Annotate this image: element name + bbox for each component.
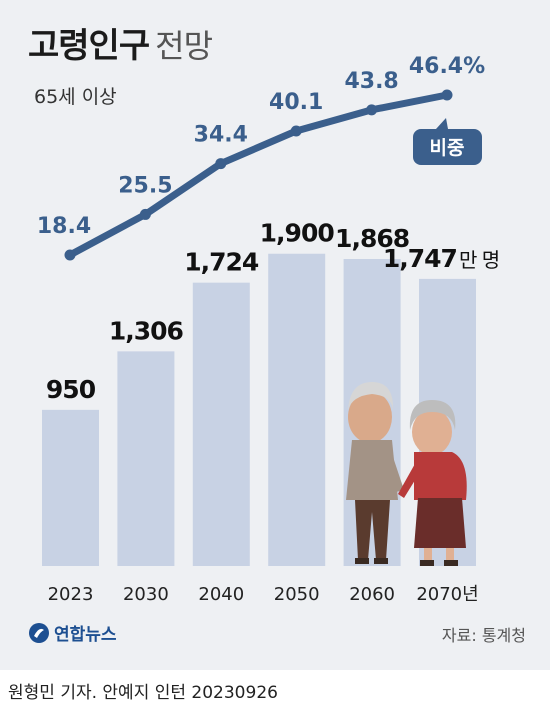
ratio-label-3: 40.1 [269,90,323,115]
credit-line: 원형민 기자. 안예지 인턴 20230926 [8,683,278,703]
x-tick-label-2: 2040 [198,584,244,605]
ratio-label-0: 18.4 [37,214,91,239]
logo-text: 연합뉴스 [54,625,117,645]
ratio-legend-badge: 비중 [413,118,482,165]
ratio-badge-pointer [436,118,448,129]
logo: 연합뉴스 [28,620,117,645]
ratio-label-2: 34.4 [194,123,248,148]
footer [0,670,550,711]
bar-1 [117,351,175,566]
x-tick-label-1: 2030 [123,584,169,605]
ratio-line [66,91,451,259]
bar-2 [192,282,250,566]
chart-svg: 2023 2030 2040 2050 2060 2070년 9501,3061,7241… [37,54,500,605]
ratio-line-group: 18.4 25.5 34.4 40.1 43.8 46.4% [37,54,485,261]
ratio-point-0 [64,249,76,261]
bars-group [42,253,476,567]
ratio-point-5 [441,89,453,101]
title-main: 고령인구 [28,26,150,66]
bar-3 [268,253,326,567]
bar-value-label-3: 1,900 [260,219,335,248]
ratio-label-1: 25.5 [118,173,172,198]
x-tick-label-4: 2060 [349,584,395,605]
bar-value-label-1: 1,306 [109,316,184,345]
x-tick-label-3: 2050 [274,584,320,605]
bar-0 [42,409,99,566]
bar-value-label-5: 1,747 만 명 [383,244,499,273]
ratio-badge-label: 비중 [430,137,465,159]
yonhap-logo-icon [29,622,49,643]
x-axis-labels: 2023 2030 2040 2050 2060 2070년 [48,584,479,605]
bar-value-label-2: 1,724 [184,248,259,277]
bar-value-label-4: 1,868 [335,224,409,253]
ratio-badge-box [413,129,482,165]
ratio-point-2 [215,158,227,170]
bar-value-label-0: 950 [46,375,96,404]
ratio-label-5: 46.4% [409,54,485,79]
ratio-label-4: 43.8 [344,69,398,94]
chart-subtitle: 65세 이상 [34,86,117,108]
x-tick-label-0: 2023 [48,584,94,605]
ratio-point-1 [139,208,151,220]
source-note: 자료: 통계청 [441,626,526,645]
x-tick-label-5: 2070년 [416,584,478,605]
chart-title: 고령인구 전망 [28,18,213,67]
ratio-point-4 [366,104,378,116]
value-unit-label: 만 명 [459,248,499,272]
elderly-couple-illustration [346,382,467,566]
ratio-point-3 [290,125,302,137]
title-sub: 전망 [155,27,213,65]
